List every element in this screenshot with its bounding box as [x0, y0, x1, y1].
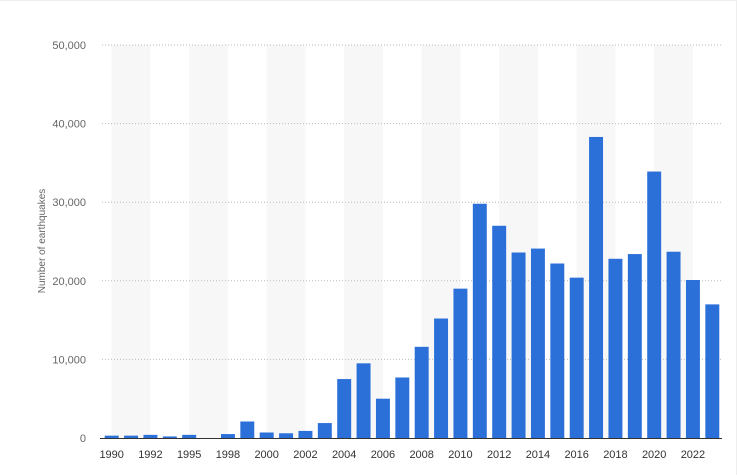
bar-2017[interactable] — [589, 136, 604, 438]
y-tick-label: 10,000 — [52, 354, 86, 366]
x-tick-label: 2006 — [371, 449, 395, 461]
x-tick-label: 2020 — [642, 449, 666, 461]
x-tick-label: 2008 — [409, 449, 433, 461]
y-tick-label: 40,000 — [52, 119, 86, 131]
bar-2023[interactable] — [705, 304, 720, 438]
x-tick-label: 1992 — [138, 449, 162, 461]
bar-2016[interactable] — [569, 277, 584, 438]
bar-1992[interactable] — [143, 434, 158, 438]
bar-2015[interactable] — [550, 263, 565, 438]
bar-2002[interactable] — [298, 430, 313, 438]
bar-2020[interactable] — [647, 171, 662, 438]
bar-2001[interactable] — [279, 433, 294, 438]
bar-2003[interactable] — [317, 423, 332, 438]
bar-1990[interactable] — [104, 435, 119, 438]
bar-1993[interactable] — [162, 436, 177, 438]
bar-2012[interactable] — [492, 225, 507, 438]
x-tick-label: 1995 — [177, 449, 201, 461]
column-band — [189, 45, 228, 438]
x-tick-label: 2000 — [254, 449, 278, 461]
y-axis-title: Number of earthquakes — [37, 189, 48, 294]
bar-2011[interactable] — [472, 203, 487, 438]
x-tick-label: 2004 — [332, 449, 356, 461]
x-axis-ticks: 1990 1992 1995 1998 2000 2002 2004 2006 2008 2010… — [99, 449, 705, 461]
bar-2018[interactable] — [608, 258, 623, 438]
bar-2006[interactable] — [375, 398, 390, 438]
bar-2014[interactable] — [530, 248, 545, 438]
y-tick-label: 0 — [80, 433, 86, 445]
bar-2005[interactable] — [356, 363, 371, 438]
bar-2000[interactable] — [259, 432, 274, 438]
bar-2013[interactable] — [511, 252, 526, 438]
bar-2019[interactable] — [627, 254, 642, 438]
y-tick-label: 20,000 — [52, 276, 86, 288]
bars — [104, 136, 720, 438]
y-tick-label: 50,000 — [52, 40, 86, 52]
bar-2021[interactable] — [666, 251, 681, 438]
bar-2008[interactable] — [414, 346, 429, 438]
x-tick-label: 2012 — [487, 449, 511, 461]
x-tick-label: 2018 — [603, 449, 627, 461]
bar-2004[interactable] — [337, 379, 352, 438]
x-tick-label: 2014 — [526, 449, 550, 461]
bar-2007[interactable] — [395, 377, 410, 438]
bar-2022[interactable] — [685, 280, 700, 438]
column-band — [266, 45, 306, 438]
bar-1991[interactable] — [124, 435, 139, 438]
x-tick-label: 2002 — [293, 449, 317, 461]
bar-1995[interactable] — [182, 434, 197, 438]
x-tick-label: 1990 — [99, 449, 123, 461]
x-tick-label: 2022 — [681, 449, 705, 461]
x-tick-label: 1998 — [216, 449, 240, 461]
bar-1998[interactable] — [220, 434, 235, 438]
bar-2010[interactable] — [453, 288, 468, 438]
x-tick-label: 2016 — [564, 449, 588, 461]
y-tick-label: 30,000 — [52, 197, 86, 209]
column-band — [111, 45, 151, 438]
bar-1999[interactable] — [240, 421, 255, 438]
x-tick-label: 2010 — [448, 449, 472, 461]
bar-2009[interactable] — [434, 318, 449, 438]
y-axis-ticks: 0 10,000 20,000 30,000 40,000 50,000 — [52, 40, 86, 445]
